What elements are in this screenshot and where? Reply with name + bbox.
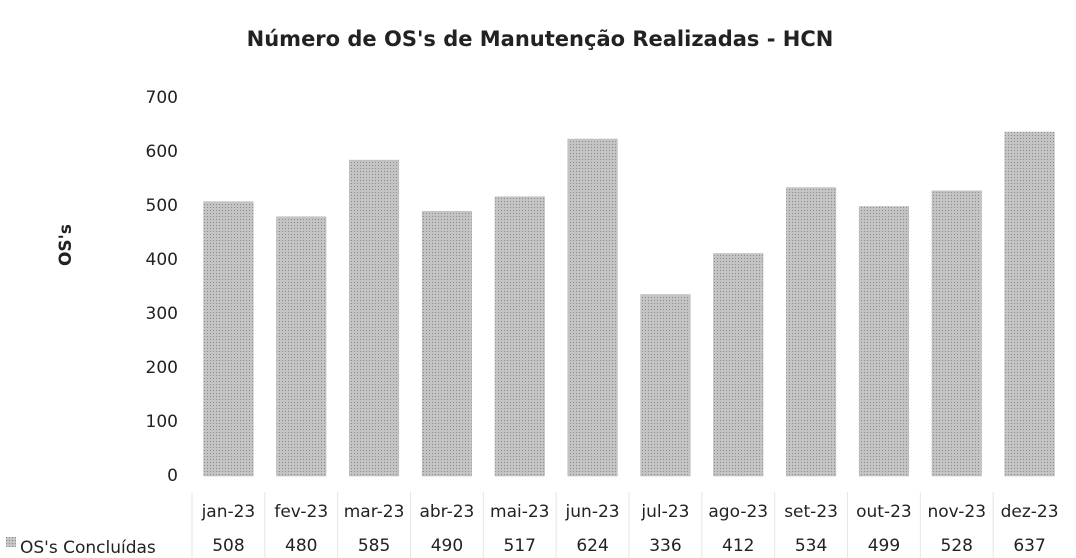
bar	[786, 187, 837, 477]
x-tick-label: set-23	[784, 502, 838, 522]
legend-swatch	[6, 537, 16, 547]
table-value: 534	[795, 536, 827, 556]
table-value: 499	[868, 536, 900, 556]
table-value: 528	[941, 536, 973, 556]
y-tick-label: 200	[146, 358, 178, 378]
bar	[349, 159, 400, 477]
x-tick-label: jul-23	[640, 502, 689, 522]
x-tick-label: jun-23	[565, 502, 620, 522]
bar	[931, 190, 982, 477]
x-tick-label: ago-23	[708, 502, 768, 522]
x-tick-label: mar-23	[344, 502, 405, 522]
bar	[276, 216, 327, 477]
x-tick-label: dez-23	[1001, 502, 1059, 522]
x-tick-label: out-23	[856, 502, 912, 522]
table-value: 624	[576, 536, 608, 556]
table-value: 412	[722, 536, 754, 556]
y-tick-label: 400	[146, 250, 178, 270]
table-value: 585	[358, 536, 390, 556]
table-value: 637	[1013, 536, 1045, 556]
bar	[421, 211, 472, 477]
legend-label: OS's Concluídas	[20, 538, 156, 558]
y-tick-label: 700	[146, 88, 178, 108]
table-value: 508	[212, 536, 244, 556]
table-value: 490	[431, 536, 463, 556]
table-value: 517	[504, 536, 536, 556]
table-value: 480	[285, 536, 317, 556]
x-tick-label: nov-23	[927, 502, 986, 522]
bar	[640, 294, 691, 477]
x-tick-label: jan-23	[201, 502, 256, 522]
bar	[713, 253, 764, 477]
bar	[203, 201, 254, 477]
bar	[494, 196, 545, 477]
y-tick-label: 600	[146, 142, 178, 162]
x-tick-label: abr-23	[419, 502, 474, 522]
x-tick-label: mai-23	[490, 502, 549, 522]
bar	[567, 138, 618, 477]
y-tick-label: 0	[167, 466, 178, 486]
bar	[1004, 131, 1055, 477]
y-tick-label: 300	[146, 304, 178, 324]
table-value: 336	[649, 536, 681, 556]
y-axis-label: OS's	[56, 224, 76, 266]
x-tick-label: fev-23	[274, 502, 328, 522]
bar	[858, 206, 909, 477]
chart-title: Número de OS's de Manutenção Realizadas …	[247, 27, 834, 51]
y-tick-label: 100	[146, 412, 178, 432]
y-tick-label: 500	[146, 196, 178, 216]
